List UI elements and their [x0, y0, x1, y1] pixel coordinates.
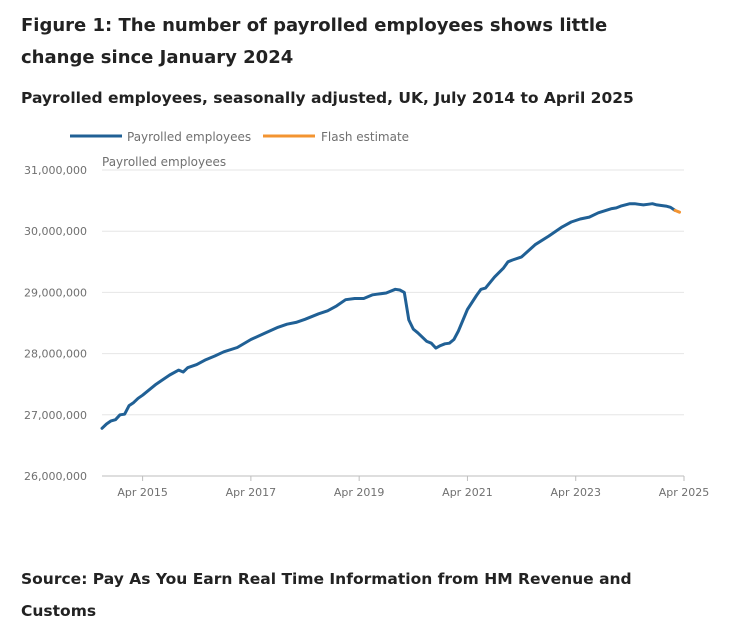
- x-tick-label: Apr 2019: [334, 486, 385, 499]
- series-group: [100, 202, 681, 430]
- y-tick-label: 29,000,000: [24, 286, 87, 299]
- x-tick-label: Apr 2015: [117, 486, 168, 499]
- x-tick-label: Apr 2021: [442, 486, 493, 499]
- y-tick-label: 31,000,000: [24, 164, 87, 177]
- y-tick-label: 30,000,000: [24, 225, 87, 238]
- chart-legend: Payrolled employees Flash estimate: [70, 130, 409, 144]
- y-tick-label: 28,000,000: [24, 348, 87, 361]
- x-tick-label: Apr 2017: [226, 486, 277, 499]
- x-axis-ticks: Apr 2015 Apr 2017 Apr 2019 Apr 2021 Apr 2023…: [117, 476, 709, 499]
- series-line-payrolled: [100, 202, 677, 430]
- legend-label-payrolled: Payrolled employees: [127, 130, 251, 144]
- source-note: Source: Pay As You Earn Real Time Inform…: [21, 570, 632, 620]
- x-tick-label: Apr 2025: [659, 486, 710, 499]
- gridlines: [102, 169, 684, 477]
- chart-subtitle: Payrolled employees, seasonally adjusted…: [21, 89, 634, 107]
- x-tick-label: Apr 2023: [550, 486, 601, 499]
- y-tick-label: 26,000,000: [24, 470, 87, 483]
- y-axis-label: Payrolled employees: [102, 155, 226, 169]
- y-axis-ticks: 26,000,000 27,000,000 28,000,000 29,000,000…: [24, 164, 87, 483]
- legend-label-flash: Flash estimate: [321, 130, 409, 144]
- line-chart: Payrolled employees Flash estimate Payro…: [24, 130, 709, 499]
- series-line-flash: [673, 208, 681, 214]
- y-tick-label: 27,000,000: [24, 409, 87, 422]
- figure-title: Figure 1: The number of payrolled employ…: [21, 15, 608, 68]
